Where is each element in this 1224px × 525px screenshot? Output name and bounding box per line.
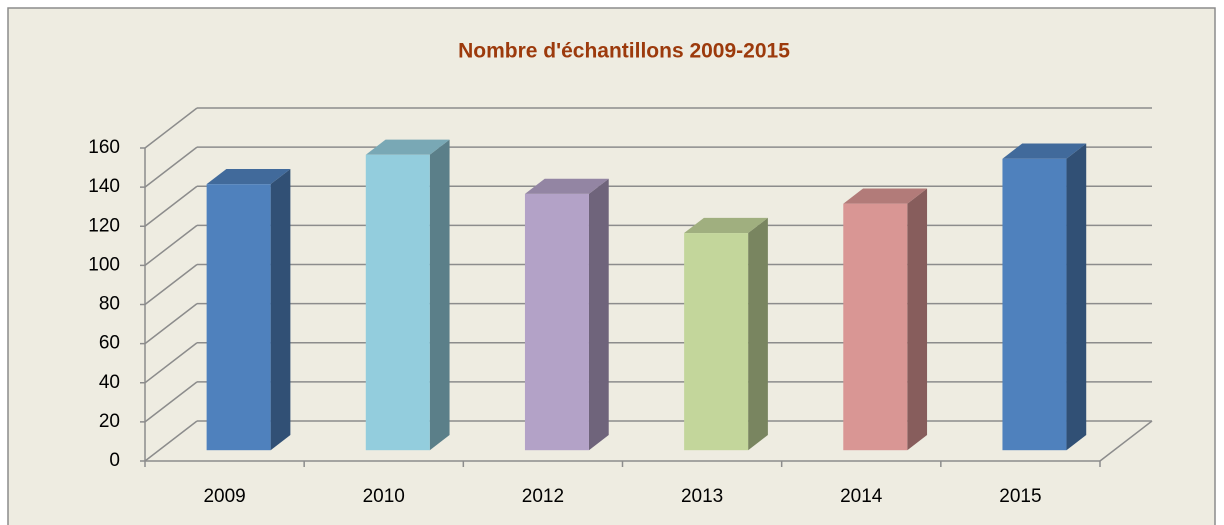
bar-top: [684, 217, 768, 234]
bar-top: [1002, 143, 1087, 159]
bar: [1002, 158, 1067, 451]
bar: [684, 233, 749, 451]
side-grid-line: [144, 263, 198, 306]
x-tick-label: 2013: [681, 486, 723, 507]
bar-side: [907, 188, 928, 451]
bar: [843, 203, 908, 451]
x-tick-label: 2010: [363, 486, 405, 507]
bar-top: [843, 188, 928, 204]
x-tick-label: 2015: [999, 486, 1041, 507]
x-tick-label: 2014: [840, 486, 883, 507]
side-grid-line: [144, 185, 198, 227]
bar-side: [1066, 143, 1087, 451]
x-tick-label: 2012: [522, 486, 564, 507]
y-tick-label: 60: [99, 333, 120, 354]
bar: [524, 193, 589, 451]
floor-edge: [1099, 420, 1153, 462]
bar: [206, 184, 271, 451]
y-tick-label: 140: [88, 176, 120, 197]
y-tick-label: 160: [88, 137, 120, 158]
y-tick-label: 20: [99, 411, 120, 432]
side-grid-line: [144, 420, 198, 462]
y-tick-label: 100: [88, 254, 120, 275]
bar-top: [524, 178, 609, 194]
side-grid-line: [144, 224, 198, 266]
y-tick-label: 40: [99, 372, 120, 393]
side-grid-line: [144, 107, 198, 149]
bar-top: [206, 168, 291, 185]
bar-side: [588, 178, 609, 451]
bar-top: [365, 139, 450, 155]
bar: [365, 154, 430, 451]
y-tick-label: 120: [88, 215, 120, 236]
bar-side: [748, 217, 768, 451]
side-grid-line: [144, 381, 198, 423]
chart-title: Nombre d'échantillons 2009-2015: [458, 40, 790, 63]
y-tick-label: 0: [109, 450, 120, 471]
side-grid-line: [144, 146, 198, 188]
bar-side: [270, 168, 291, 451]
side-grid-line: [144, 342, 198, 384]
x-tick-label: 2009: [203, 486, 245, 507]
y-tick-label: 80: [99, 294, 120, 315]
side-grid-line: [144, 303, 198, 345]
bar-side: [429, 139, 450, 451]
